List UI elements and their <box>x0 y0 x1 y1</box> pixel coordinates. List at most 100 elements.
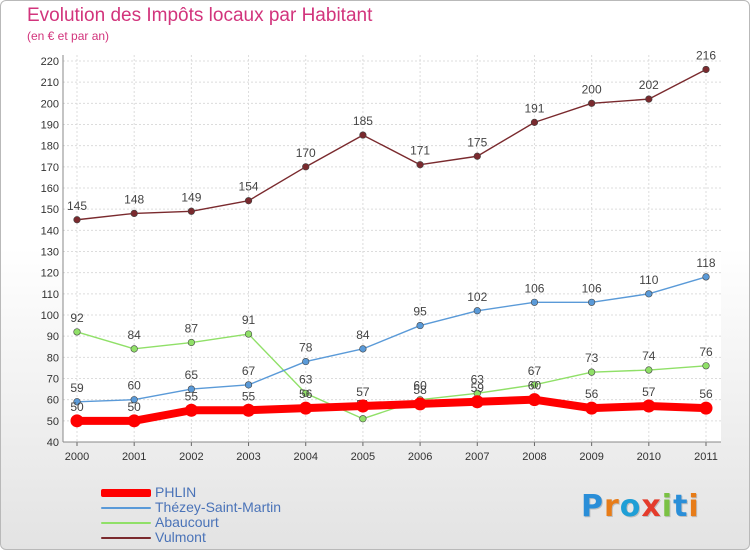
data-label-abaucourt: 92 <box>70 311 84 325</box>
y-tick-label: 140 <box>41 225 59 237</box>
logo-letter: P <box>581 489 604 524</box>
x-tick-label: 2011 <box>694 451 718 463</box>
data-point-phlin <box>127 414 141 428</box>
data-point-phlin <box>242 403 256 417</box>
data-label-thezey-saint-martin: 78 <box>299 341 313 355</box>
data-label-vulmont: 202 <box>639 78 659 92</box>
data-point-phlin <box>527 393 541 407</box>
data-point-vulmont <box>416 161 424 169</box>
series-line-thezey-saint-martin <box>76 276 707 403</box>
data-point-abaucourt <box>588 368 596 376</box>
x-tick-label: 2005 <box>351 451 375 463</box>
chart-subtitle: (en € et par an) <box>27 29 110 43</box>
x-tick-label: 2003 <box>236 451 260 463</box>
x-tick-label: 2008 <box>522 451 546 463</box>
data-label-phlin: 60 <box>528 379 542 393</box>
data-label-vulmont: 145 <box>67 199 87 213</box>
data-point-phlin <box>356 399 370 413</box>
data-point-phlin <box>70 414 84 428</box>
data-label-phlin: 58 <box>413 383 427 397</box>
data-point-thezey-saint-martin <box>473 307 481 315</box>
y-tick-label: 200 <box>41 98 59 110</box>
data-label-vulmont: 191 <box>524 101 544 115</box>
data-label-thezey-saint-martin: 84 <box>356 328 370 342</box>
data-label-abaucourt: 76 <box>699 345 713 359</box>
legend-label-phlin: PHLIN <box>155 484 197 500</box>
data-label-phlin: 59 <box>471 381 485 395</box>
legend-swatch-thezey-saint-martin <box>101 507 151 509</box>
data-label-phlin: 56 <box>299 387 313 401</box>
data-point-abaucourt <box>530 381 539 389</box>
data-point-vulmont <box>302 163 310 171</box>
data-label-vulmont: 171 <box>410 144 430 158</box>
data-point-thezey-saint-martin <box>130 396 138 404</box>
data-point-abaucourt <box>645 366 653 374</box>
data-label-phlin: 57 <box>642 385 656 399</box>
data-point-vulmont <box>702 65 710 74</box>
data-label-vulmont: 200 <box>582 82 602 96</box>
data-label-phlin: 50 <box>128 400 142 414</box>
data-label-thezey-saint-martin: 110 <box>639 273 658 287</box>
data-point-vulmont <box>473 152 481 160</box>
y-tick-label: 120 <box>41 268 59 280</box>
y-tick-label: 180 <box>41 141 59 153</box>
legend-label-thezey-saint-martin: Thézey-Saint-Martin <box>155 499 282 515</box>
data-label-abaucourt: 73 <box>585 351 599 365</box>
y-tick-label: 110 <box>41 289 59 301</box>
x-tick-label: 2009 <box>579 451 603 463</box>
data-point-vulmont <box>187 207 195 215</box>
logo-letter: r <box>604 489 620 524</box>
data-point-phlin <box>585 401 599 415</box>
x-tick-label: 2000 <box>65 451 89 463</box>
x-tick-label: 2007 <box>465 451 489 463</box>
data-point-abaucourt <box>187 338 195 347</box>
data-point-phlin <box>184 403 198 417</box>
data-label-vulmont: 175 <box>467 135 487 149</box>
data-point-vulmont <box>73 216 81 224</box>
data-point-thezey-saint-martin <box>187 385 195 393</box>
data-label-thezey-saint-martin: 106 <box>582 281 602 295</box>
data-label-phlin: 56 <box>585 387 599 401</box>
y-tick-label: 220 <box>41 56 59 68</box>
data-point-abaucourt <box>130 345 138 353</box>
data-point-phlin <box>699 401 713 415</box>
data-point-vulmont <box>244 197 253 205</box>
y-tick-label: 190 <box>41 120 59 132</box>
logo-letter: t <box>673 489 689 524</box>
data-point-vulmont <box>588 99 596 107</box>
data-label-vulmont: 149 <box>181 190 201 204</box>
data-label-abaucourt: 74 <box>642 349 656 363</box>
data-label-thezey-saint-martin: 65 <box>185 368 199 382</box>
data-label-abaucourt: 91 <box>242 313 256 327</box>
data-point-thezey-saint-martin <box>530 298 539 306</box>
data-label-vulmont: 148 <box>124 192 144 206</box>
x-tick-label: 2004 <box>293 451 317 463</box>
logo-letter: i <box>688 489 700 524</box>
legend-label-abaucourt: Abaucourt <box>155 514 219 530</box>
data-point-vulmont <box>359 131 367 139</box>
y-tick-label: 160 <box>41 183 59 195</box>
logo-letter: x <box>641 489 662 524</box>
data-point-thezey-saint-martin <box>359 345 367 353</box>
data-label-abaucourt: 60 <box>413 379 427 393</box>
data-label-vulmont: 216 <box>696 48 716 62</box>
data-point-thezey-saint-martin <box>645 290 653 298</box>
proxiti-logo: Proxiti <box>581 489 700 524</box>
data-point-abaucourt <box>73 328 81 336</box>
data-label-phlin: 50 <box>70 400 84 414</box>
data-point-vulmont <box>645 95 653 103</box>
legend-label-vulmont: Vulmont <box>155 529 206 545</box>
data-point-thezey-saint-martin <box>702 273 710 281</box>
series-line-phlin <box>73 395 710 425</box>
data-label-vulmont: 170 <box>296 146 316 160</box>
data-point-vulmont <box>130 209 138 217</box>
data-label-thezey-saint-martin: 95 <box>413 305 427 319</box>
y-tick-label: 50 <box>47 416 59 428</box>
data-label-vulmont: 154 <box>239 180 259 194</box>
data-label-thezey-saint-martin: 67 <box>242 364 256 378</box>
legend-swatch-phlin <box>101 489 151 497</box>
logo-letter: o <box>619 489 642 524</box>
data-label-phlin: 57 <box>356 385 370 399</box>
data-point-abaucourt <box>302 389 310 397</box>
